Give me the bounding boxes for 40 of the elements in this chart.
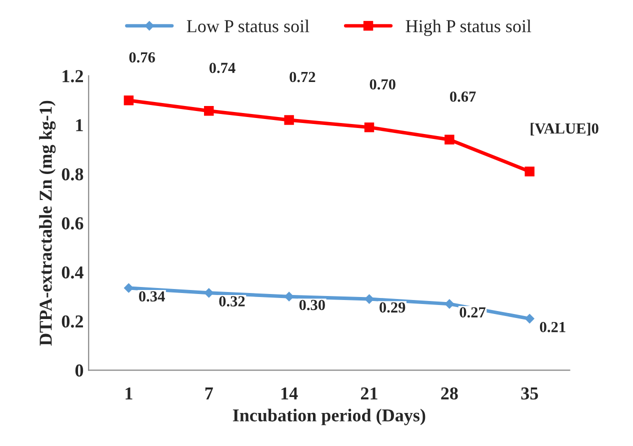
point [524, 166, 534, 176]
y-tick-label: 0.4 [62, 266, 84, 279]
data-label: 0.27 [460, 307, 486, 318]
point [524, 314, 535, 324]
x-tick-label: 35 [521, 387, 538, 400]
y-tick-label: 0.2 [62, 315, 83, 328]
x-axis-title: Incubation period (Days) [232, 408, 426, 426]
x-tick-label: 1 [126, 387, 132, 400]
legend-label: Low P status soil [186, 20, 310, 32]
point [284, 292, 294, 302]
y-tick-label: 0 [75, 364, 84, 377]
y-tick-label: 0.6 [62, 217, 84, 230]
data-label: 0.34 [139, 291, 165, 302]
point [124, 95, 134, 106]
annotation: 0.72 [290, 72, 316, 82]
y-tick-label: 1 [76, 119, 83, 132]
x-tick-label: 21 [360, 387, 378, 400]
x-tick-label: 14 [281, 387, 298, 400]
y-tick-label: 1.2 [62, 70, 83, 82]
x-tick-label: 7 [205, 388, 213, 400]
point [364, 122, 374, 132]
y-tick-label: 0.8 [62, 168, 84, 180]
data-label: 0.29 [380, 302, 406, 313]
y-axis-title: DTPA-extractable Zn (mg kg-1) [39, 100, 56, 346]
point [444, 299, 454, 309]
data-label: 0.30 [299, 300, 325, 310]
legend-label: High P status soil [406, 20, 532, 36]
data-label: 0.21 [540, 322, 566, 332]
annotation: 0.74 [209, 62, 236, 74]
point [364, 294, 374, 304]
annotation: 0.70 [370, 79, 396, 90]
annotation: 0.76 [129, 52, 155, 63]
point [444, 134, 454, 144]
annotation: 0.67 [450, 91, 476, 102]
annotation: [VALUE]0 [530, 122, 598, 136]
point [204, 288, 214, 298]
point [284, 115, 294, 125]
point [204, 106, 214, 116]
data-label: 0.32 [219, 296, 245, 307]
x-tick-label: 28 [441, 387, 458, 400]
